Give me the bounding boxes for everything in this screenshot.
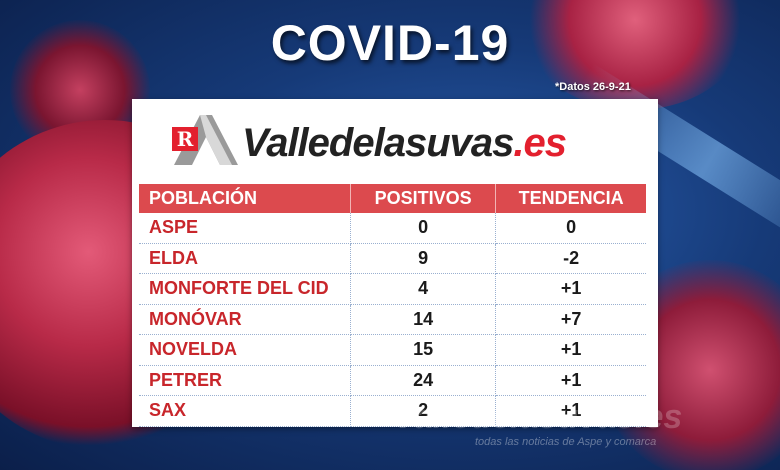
covid-table: POBLACIÓN POSITIVOS TENDENCIA ASPE 0 0 E… [139, 184, 646, 427]
data-card: R Valledelasuvas.es POBLACIÓN POSITIVOS … [132, 99, 658, 427]
cell-positivos: 4 [350, 273, 497, 305]
cell-municipio: SAX [139, 395, 351, 427]
cell-positivos: 0 [350, 213, 497, 244]
page-title: COVID-19 [270, 15, 510, 71]
cell-tendencia: +1 [495, 273, 646, 305]
svg-text:R: R [177, 127, 194, 151]
table-row: ELDA 9 -2 [139, 243, 646, 274]
cell-positivos: 14 [350, 304, 497, 335]
brand-name: Valledelasuvas.es [242, 121, 567, 166]
cell-tendencia: +1 [495, 395, 646, 427]
table-row: SAX 2 +1 [139, 395, 646, 427]
cell-tendencia: -2 [495, 243, 646, 274]
cell-tendencia: 0 [495, 213, 646, 244]
cell-positivos: 9 [350, 243, 497, 274]
watermark-text: valledelasuvas.es [395, 398, 683, 436]
cell-municipio: PETRER [139, 365, 351, 396]
cell-tendencia: +7 [495, 304, 646, 335]
table-header-row: POBLACIÓN POSITIVOS TENDENCIA [139, 184, 646, 213]
watermark-subtext: todas las noticias de Aspe y comarca [475, 436, 657, 448]
header-tendencia: TENDENCIA [495, 184, 646, 213]
brand-word: Valledelasuvas [242, 121, 514, 165]
cell-municipio: MONFORTE DEL CID [139, 273, 351, 305]
road-a-icon: R [172, 115, 238, 165]
table-row: NOVELDA 15 +1 [139, 334, 646, 366]
header-positivos: POSITIVOS [350, 184, 497, 213]
brand-logo: R Valledelasuvas.es [170, 109, 620, 169]
cell-municipio: NOVELDA [139, 334, 351, 366]
header-poblacion: POBLACIÓN [139, 184, 351, 213]
date-note: *Datos 26-9-21 [555, 81, 631, 93]
cell-municipio: ELDA [139, 243, 351, 274]
brand-tld: .es [513, 121, 567, 165]
cell-positivos: 15 [350, 334, 497, 366]
cell-tendencia: +1 [495, 334, 646, 366]
cell-positivos: 24 [350, 365, 497, 396]
table-row: PETRER 24 +1 [139, 365, 646, 396]
cell-positivos: 2 [350, 395, 497, 427]
table-row: ASPE 0 0 [139, 213, 646, 244]
table-row: MONFORTE DEL CID 4 +1 [139, 273, 646, 305]
cell-tendencia: +1 [495, 365, 646, 396]
cell-municipio: MONÓVAR [139, 304, 351, 335]
cell-municipio: ASPE [139, 213, 351, 244]
table-row: MONÓVAR 14 +7 [139, 304, 646, 335]
